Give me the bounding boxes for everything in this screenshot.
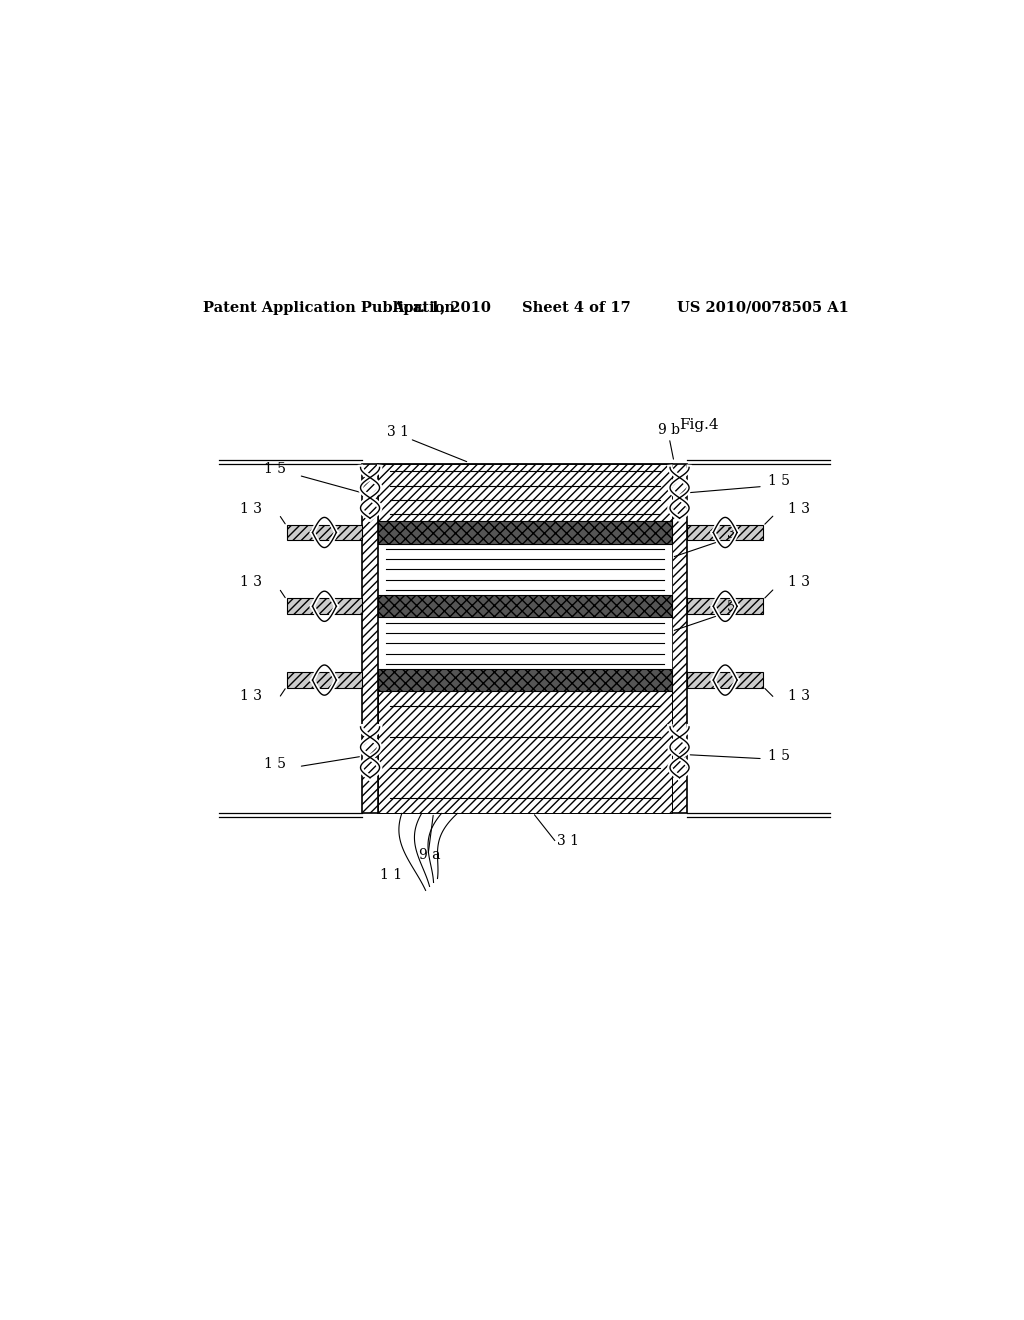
Bar (362, 465, 378, 813)
Bar (287, 672, 362, 688)
Bar (378, 465, 672, 813)
Bar (687, 524, 763, 540)
Text: 1 3: 1 3 (240, 576, 262, 590)
Bar (378, 521, 672, 544)
Text: 1 5: 1 5 (768, 474, 790, 488)
Bar (378, 544, 672, 595)
Text: 1 3: 1 3 (240, 689, 262, 704)
Bar (287, 598, 362, 614)
Text: 1 5: 1 5 (264, 758, 286, 771)
Text: 1 5: 1 5 (768, 750, 790, 763)
Text: 9 a: 9 a (419, 847, 440, 862)
Text: 1 3: 1 3 (787, 576, 810, 590)
Text: Fig.4: Fig.4 (680, 417, 719, 432)
Bar (378, 669, 672, 692)
Text: 1 3: 1 3 (787, 689, 810, 704)
Text: 9 b: 9 b (658, 424, 680, 437)
Bar (378, 692, 672, 813)
Text: 5: 5 (727, 601, 735, 614)
Bar (672, 465, 687, 813)
Text: 3: 3 (727, 527, 735, 541)
Text: 1 1: 1 1 (380, 869, 402, 882)
Bar (378, 618, 672, 669)
Text: 1 5: 1 5 (264, 462, 286, 477)
Text: Apr. 1, 2010: Apr. 1, 2010 (392, 301, 490, 315)
Text: 3 1: 3 1 (387, 425, 409, 440)
Text: 1 3: 1 3 (240, 502, 262, 516)
Text: US 2010/0078505 A1: US 2010/0078505 A1 (677, 301, 849, 315)
Bar (687, 598, 763, 614)
Bar (287, 524, 362, 540)
Text: 1 3: 1 3 (787, 502, 810, 516)
Text: Sheet 4 of 17: Sheet 4 of 17 (522, 301, 631, 315)
Bar (378, 465, 672, 521)
Bar (378, 595, 672, 618)
Text: Patent Application Publication: Patent Application Publication (204, 301, 456, 315)
Text: 3 1: 3 1 (557, 834, 580, 849)
Bar (687, 672, 763, 688)
